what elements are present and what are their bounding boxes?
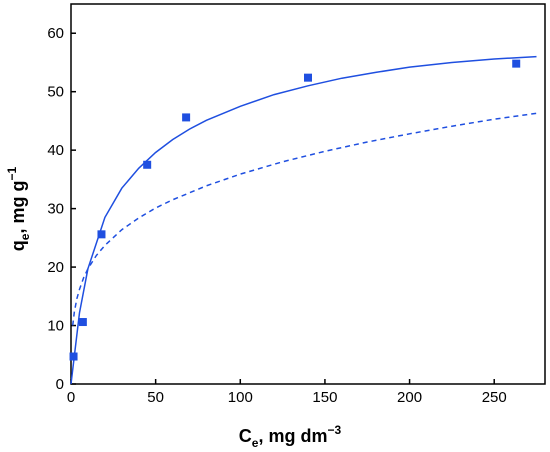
plot-frame <box>70 3 546 385</box>
x-tick-label: 200 <box>397 389 422 406</box>
y-tick-label: 50 <box>47 84 64 101</box>
solid-fit-line <box>70 55 537 385</box>
data-point <box>143 160 152 169</box>
data-point <box>78 318 87 327</box>
x-tick-label: 100 <box>228 389 253 406</box>
x-tick-label: 0 <box>67 389 75 406</box>
x-tick-label: 250 <box>482 389 507 406</box>
data-point <box>512 59 521 68</box>
dashed-fit-line <box>71 112 537 326</box>
x-tick-label: 150 <box>312 389 337 406</box>
axes <box>70 3 546 385</box>
data-point <box>304 73 312 82</box>
y-tick-label: 40 <box>47 142 64 159</box>
y-tick-label: 60 <box>47 25 64 42</box>
x-axis-title: Ce, mg dm−3 <box>239 423 342 450</box>
y-tick-label: 20 <box>47 259 64 276</box>
y-axis-title: qe, mg g−1 <box>5 166 32 251</box>
y-tick-label: 30 <box>47 201 64 218</box>
data-point <box>182 113 191 122</box>
y-tick-label: 0 <box>56 376 64 393</box>
data-point <box>69 352 78 361</box>
data-point <box>97 230 106 239</box>
series-lines <box>70 55 537 385</box>
y-tick-label: 10 <box>47 318 64 335</box>
data-points <box>69 59 521 361</box>
x-tick-label: 50 <box>147 389 164 406</box>
ticks: 0 50 100 150 200 250 0 10 20 30 40 50 60 <box>47 25 506 406</box>
